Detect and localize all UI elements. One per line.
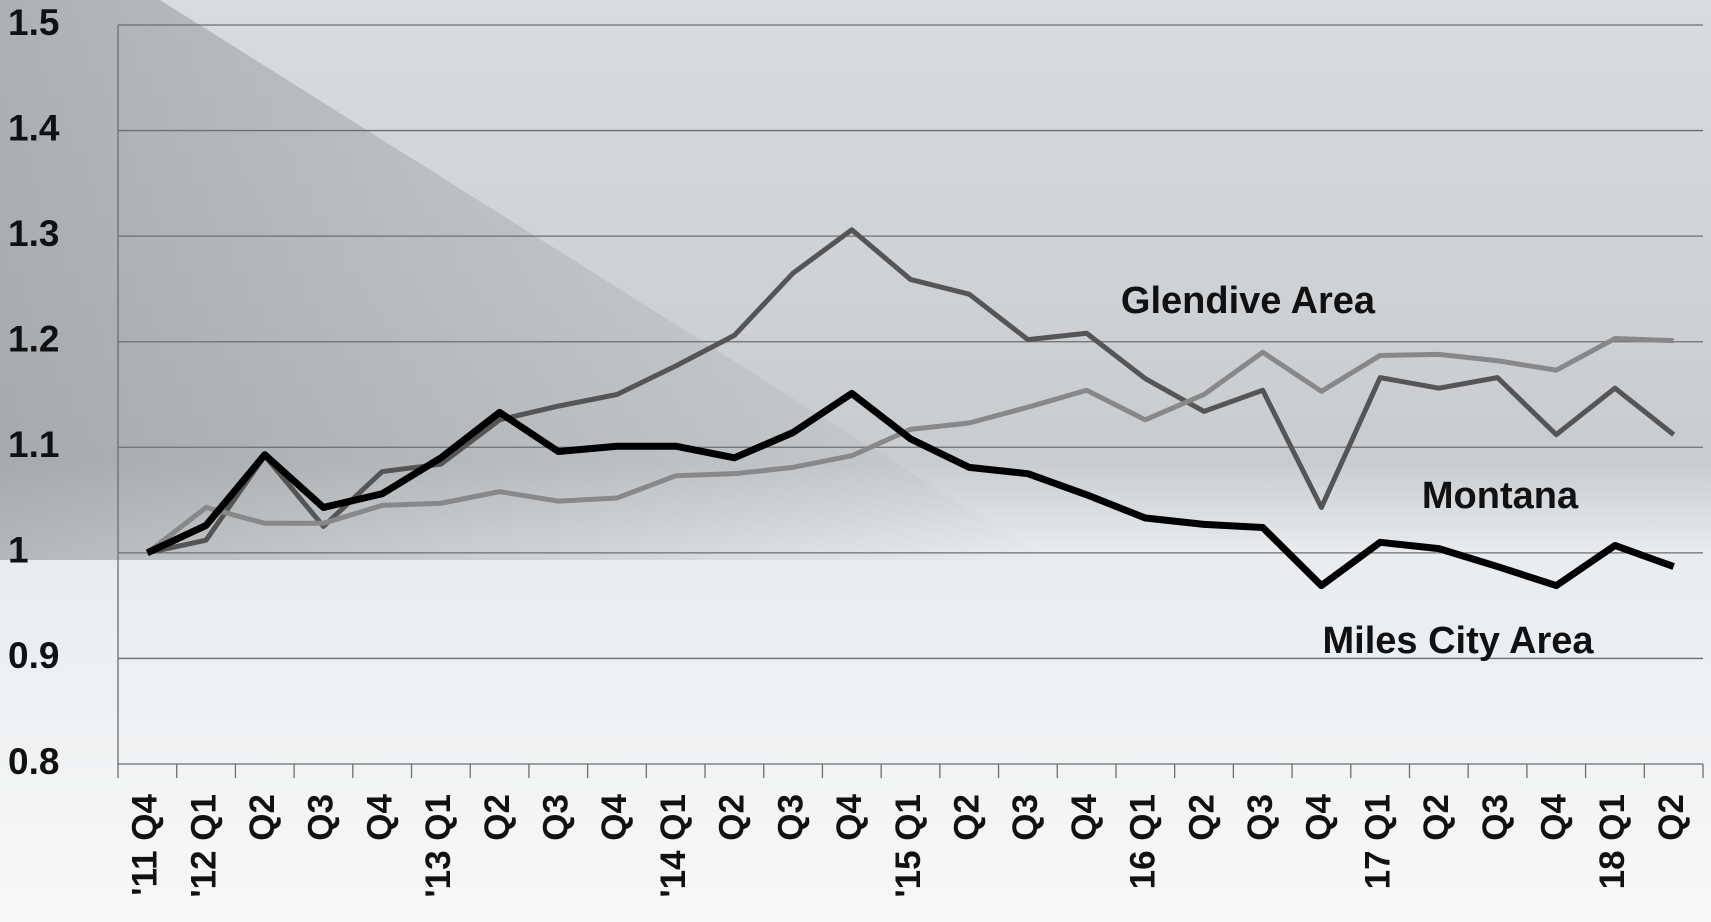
y-tick-label: 1.2 [8,318,59,359]
x-tick-label: Q4 [1065,793,1104,840]
x-tick-label: Q4 [830,793,869,840]
x-tick-label: Q3 [1476,794,1515,841]
x-tick-label: Q3 [302,794,341,841]
y-tick-label: 0.9 [8,635,59,676]
x-tick-label: Q3 [771,794,810,841]
y-tick-label: 0.8 [8,741,59,782]
x-tick-label: Q2 [947,794,986,841]
x-tick-label: '11 Q4 [126,793,165,895]
x-tick-label: 18 Q1 [1593,794,1632,889]
x-tick-label: '12 Q1 [184,794,223,898]
x-tick-label: Q3 [1241,794,1280,841]
x-tick-label: Q2 [1182,794,1221,841]
y-tick-label: 1.5 [8,2,59,43]
x-tick-label: Q4 [595,793,634,840]
y-tick-label: 1.1 [8,424,59,465]
x-tick-label: '13 Q1 [419,794,458,898]
x-tick-label: Q2 [1652,794,1691,841]
x-tick-label: Q4 [1300,793,1339,840]
series-label: Miles City Area [1322,620,1594,662]
y-tick-label: 1 [8,530,29,571]
x-tick-label: 17 Q1 [1358,794,1397,889]
x-tick-label: Q3 [1006,794,1045,841]
series-label: Glendive Area [1121,280,1376,322]
x-tick-label: Q2 [478,794,517,841]
chart: 0.8 0.9 1 1.1 1.2 1.3 1.4 1.5 '11 Q4 '12 Q1 Q2 Q3 Q4… [0,0,1711,922]
x-tick-label: Q2 [1417,794,1456,841]
series-label: Montana [1422,475,1579,517]
x-tick-label: Q3 [537,794,576,841]
x-tick-label: Q2 [713,794,752,841]
x-tick-label: Q4 [1534,793,1573,840]
x-tick-label: '15 Q1 [889,794,928,898]
x-tick-label: Q4 [360,793,399,840]
x-tick-label: 16 Q1 [1124,794,1163,889]
y-tick-label: 1.3 [8,213,59,254]
x-tick-label: Q2 [243,794,282,841]
x-tick-label: '14 Q1 [654,794,693,898]
y-tick-label: 1.4 [8,107,60,148]
